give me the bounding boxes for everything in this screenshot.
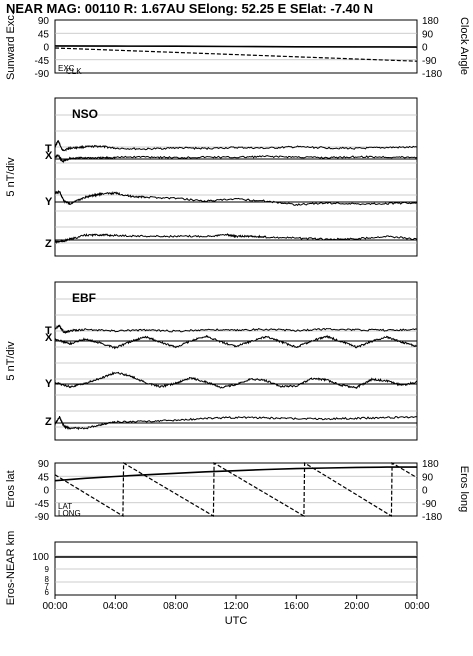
plot-title: NEAR MAG: 00110 R: 1.67AU SElong: 52.25 … [6, 1, 373, 16]
orientation-right-tick: 0 [422, 43, 428, 54]
orientation-left-tick: 90 [38, 16, 50, 27]
ebf-comp-z: Z [45, 416, 52, 428]
orientation-right-tick: -180 [422, 69, 442, 80]
long-series-label: LONG [58, 509, 81, 518]
sunward-exc-label: Sunward Exc. [5, 12, 17, 80]
long-series-line [54, 461, 418, 518]
ebf-comp-y: Y [45, 378, 53, 390]
ebf-series-t [54, 324, 418, 335]
orientation-left-tick: 0 [43, 43, 49, 54]
range-label: Eros-NEAR km [5, 531, 17, 606]
range-tick: 8 [45, 575, 50, 584]
range-tick: 100 [32, 552, 49, 563]
tick-labels: 90450-45-90180900-90-18090450-45-9018090… [32, 16, 442, 612]
eros-left-tick: 0 [43, 486, 49, 497]
x-axis-label: UTC [225, 615, 248, 627]
exc-series-label: EXC [58, 64, 75, 73]
panel-nso-frame [54, 97, 418, 257]
ebf-series-z [54, 415, 418, 431]
ebf-ylabel: 5 nT/div [5, 341, 17, 381]
nso-series-x [54, 153, 418, 164]
clock-angle-label: Clock Angle [458, 17, 470, 75]
ebf-panel-tag: EBF [72, 291, 96, 305]
range-tick: 7 [45, 582, 50, 591]
eros-right-tick: 0 [422, 486, 428, 497]
eros-lat-label: Eros lat [5, 470, 17, 507]
data-marks [54, 45, 418, 558]
eros-left-tick: 90 [38, 459, 50, 470]
nso-panel-tag: NSO [72, 107, 98, 121]
x-axis-tick-label: 16:00 [284, 601, 309, 612]
ebf-comp-x: X [45, 332, 53, 344]
ebf-comp-t: T [45, 325, 52, 337]
range-tick: 6 [45, 588, 50, 597]
eros-right-tick: -90 [422, 499, 437, 510]
lat-series-line [54, 466, 417, 482]
nso-comp-z: Z [45, 238, 52, 250]
nso-series-y [54, 190, 418, 206]
orientation-right-tick: -90 [422, 56, 437, 67]
orientation-left-tick: -90 [35, 69, 50, 80]
panel-ebf-frame [54, 281, 418, 441]
eros-left-tick: -45 [35, 499, 50, 510]
ebf-series-x [54, 334, 418, 350]
eros-right-tick: 180 [422, 459, 439, 470]
x-axis-tick-label: 12:00 [223, 601, 248, 612]
eros-left-tick: -90 [35, 512, 50, 523]
nso-series-t [54, 139, 418, 152]
nso-ylabel: 5 nT/div [5, 157, 17, 197]
orientation-left-tick: -45 [35, 56, 50, 67]
x-axis-tick-label: 00:00 [42, 601, 67, 612]
nso-comp-y: Y [45, 196, 53, 208]
nso-comp-x: X [45, 150, 53, 162]
orientation-right-tick: 90 [422, 29, 434, 40]
nso-series-z [54, 233, 418, 245]
x-axis-tick-label: 00:00 [404, 601, 429, 612]
eros-left-tick: 45 [38, 472, 50, 483]
range-tick: 9 [45, 565, 50, 574]
grid-lines [54, 32, 418, 599]
panel-range-frame [54, 541, 418, 596]
x-axis-tick-label: 08:00 [163, 601, 188, 612]
nso-comp-t: T [45, 143, 52, 155]
clk-series-line [54, 47, 418, 62]
x-axis-tick-label: 20:00 [344, 601, 369, 612]
x-axis-tick-label: 04:00 [103, 601, 128, 612]
lat-series-label: LAT [58, 502, 72, 511]
orientation-left-tick: 45 [38, 29, 50, 40]
eros-long-label: Eros long [458, 466, 470, 512]
orientation-right-tick: 180 [422, 16, 439, 27]
ebf-series-y [54, 371, 418, 390]
eros-right-tick: 90 [422, 472, 434, 483]
exc-series-line [54, 45, 418, 48]
eros-right-tick: -180 [422, 512, 442, 523]
clk-series-label: CLK [66, 67, 82, 76]
